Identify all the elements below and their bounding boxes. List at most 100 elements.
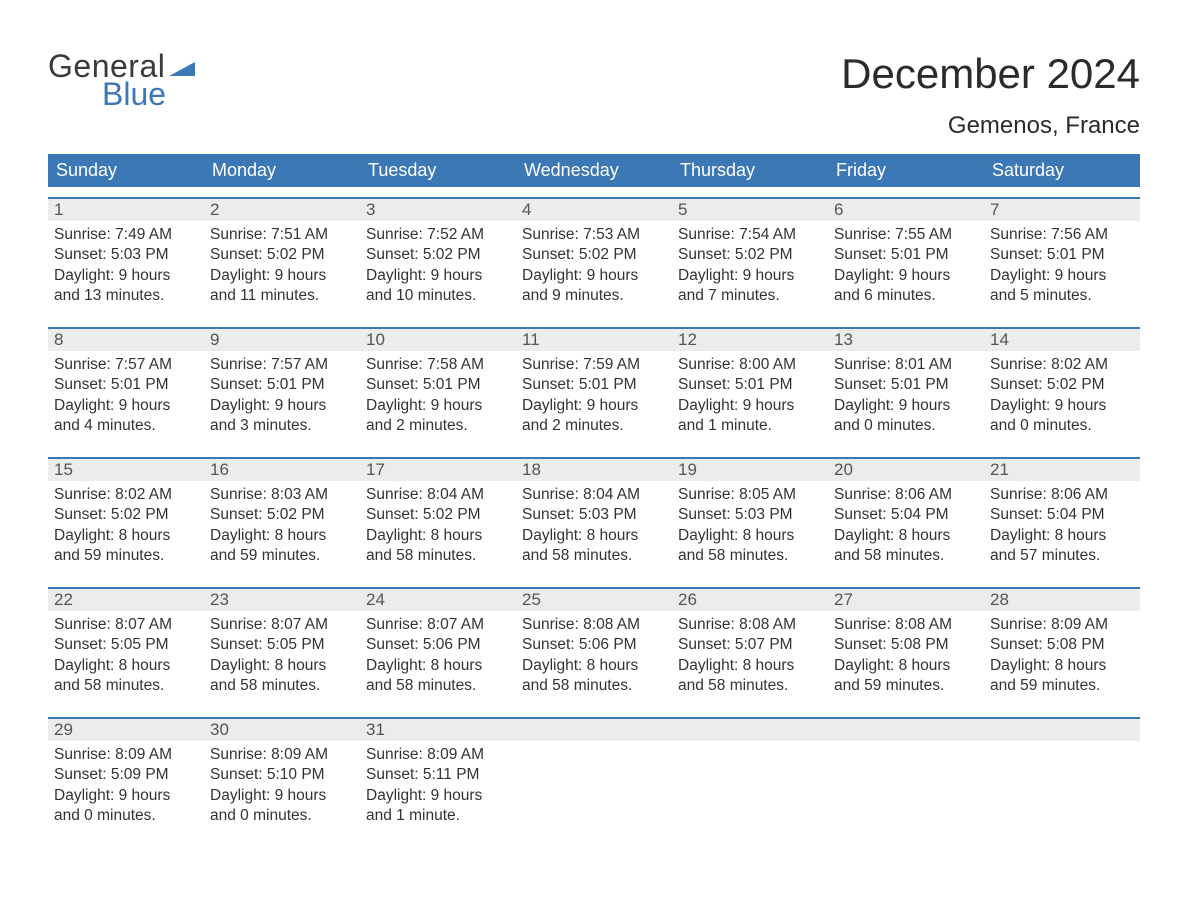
day-sunset-text: Sunset: 5:05 PM [54,635,198,655]
day-sunset-text: Sunset: 5:04 PM [834,505,978,525]
day-cell: Sunrise: 7:54 AMSunset: 5:02 PMDaylight:… [672,221,828,317]
day-day2-text: and 59 minutes. [834,676,978,696]
day-sunrise-text: Sunrise: 8:08 AM [834,615,978,635]
day-cell: Sunrise: 8:08 AMSunset: 5:07 PMDaylight:… [672,611,828,707]
day-sunset-text: Sunset: 5:01 PM [678,375,822,395]
day-sunset-text: Sunset: 5:05 PM [210,635,354,655]
day-sunset-text: Sunset: 5:02 PM [678,245,822,265]
day-sunset-text: Sunset: 5:02 PM [210,505,354,525]
day-sunrise-text: Sunrise: 7:51 AM [210,225,354,245]
day-number: 18 [516,459,672,481]
day-day2-text: and 2 minutes. [522,416,666,436]
day-day1-text: Daylight: 8 hours [678,526,822,546]
day-day1-text: Daylight: 8 hours [54,656,198,676]
day-day2-text: and 3 minutes. [210,416,354,436]
day-cell: Sunrise: 8:08 AMSunset: 5:08 PMDaylight:… [828,611,984,707]
title-block: December 2024 Gemenos, France [841,50,1140,140]
location-label: Gemenos, France [841,112,1140,140]
day-sunrise-text: Sunrise: 7:57 AM [54,355,198,375]
day-day2-text: and 0 minutes. [210,806,354,826]
week-content-row: Sunrise: 7:49 AMSunset: 5:03 PMDaylight:… [48,221,1140,317]
day-day1-text: Daylight: 9 hours [990,266,1134,286]
day-day1-text: Daylight: 9 hours [522,266,666,286]
header: General Blue December 2024 Gemenos, Fran… [48,50,1140,140]
day-sunset-text: Sunset: 5:01 PM [834,245,978,265]
day-sunrise-text: Sunrise: 8:01 AM [834,355,978,375]
day-number [828,719,984,741]
day-day2-text: and 13 minutes. [54,286,198,306]
day-sunrise-text: Sunrise: 8:04 AM [522,485,666,505]
calendar-week: 293031Sunrise: 8:09 AMSunset: 5:09 PMDay… [48,717,1140,837]
weekday-label: Tuesday [360,154,516,187]
day-day2-text: and 58 minutes. [366,676,510,696]
day-number: 20 [828,459,984,481]
day-number: 3 [360,199,516,221]
day-sunset-text: Sunset: 5:02 PM [54,505,198,525]
day-cell: Sunrise: 7:49 AMSunset: 5:03 PMDaylight:… [48,221,204,317]
weekday-label: Wednesday [516,154,672,187]
day-cell: Sunrise: 7:56 AMSunset: 5:01 PMDaylight:… [984,221,1140,317]
day-day2-text: and 0 minutes. [834,416,978,436]
day-day1-text: Daylight: 8 hours [834,656,978,676]
day-number: 14 [984,329,1140,351]
week-content-row: Sunrise: 8:02 AMSunset: 5:02 PMDaylight:… [48,481,1140,577]
day-day2-text: and 59 minutes. [990,676,1134,696]
day-cell: Sunrise: 8:08 AMSunset: 5:06 PMDaylight:… [516,611,672,707]
weekday-label: Thursday [672,154,828,187]
day-cell [828,741,984,837]
day-cell: Sunrise: 7:57 AMSunset: 5:01 PMDaylight:… [48,351,204,447]
day-number: 31 [360,719,516,741]
day-cell: Sunrise: 8:07 AMSunset: 5:05 PMDaylight:… [48,611,204,707]
day-number: 2 [204,199,360,221]
day-number: 24 [360,589,516,611]
day-sunrise-text: Sunrise: 8:04 AM [366,485,510,505]
day-number: 7 [984,199,1140,221]
day-day2-text: and 1 minute. [366,806,510,826]
day-number: 26 [672,589,828,611]
day-number: 1 [48,199,204,221]
day-day1-text: Daylight: 8 hours [990,656,1134,676]
day-day2-text: and 4 minutes. [54,416,198,436]
day-sunrise-text: Sunrise: 8:06 AM [834,485,978,505]
day-sunset-text: Sunset: 5:07 PM [678,635,822,655]
day-sunrise-text: Sunrise: 8:07 AM [210,615,354,635]
day-sunrise-text: Sunrise: 7:54 AM [678,225,822,245]
day-day2-text: and 58 minutes. [522,546,666,566]
day-cell: Sunrise: 7:59 AMSunset: 5:01 PMDaylight:… [516,351,672,447]
day-sunrise-text: Sunrise: 7:49 AM [54,225,198,245]
day-cell [672,741,828,837]
day-sunset-text: Sunset: 5:08 PM [990,635,1134,655]
day-cell: Sunrise: 8:01 AMSunset: 5:01 PMDaylight:… [828,351,984,447]
calendar-week: 22232425262728Sunrise: 8:07 AMSunset: 5:… [48,587,1140,707]
day-cell: Sunrise: 7:52 AMSunset: 5:02 PMDaylight:… [360,221,516,317]
day-sunrise-text: Sunrise: 8:07 AM [54,615,198,635]
day-number: 17 [360,459,516,481]
day-day2-text: and 57 minutes. [990,546,1134,566]
day-sunrise-text: Sunrise: 8:03 AM [210,485,354,505]
day-day1-text: Daylight: 8 hours [522,656,666,676]
day-sunset-text: Sunset: 5:06 PM [366,635,510,655]
day-cell: Sunrise: 7:58 AMSunset: 5:01 PMDaylight:… [360,351,516,447]
day-cell: Sunrise: 8:03 AMSunset: 5:02 PMDaylight:… [204,481,360,577]
day-day1-text: Daylight: 8 hours [54,526,198,546]
day-number: 5 [672,199,828,221]
day-cell: Sunrise: 7:55 AMSunset: 5:01 PMDaylight:… [828,221,984,317]
day-day1-text: Daylight: 9 hours [54,396,198,416]
day-day1-text: Daylight: 9 hours [678,266,822,286]
day-day1-text: Daylight: 9 hours [834,266,978,286]
day-sunset-text: Sunset: 5:03 PM [522,505,666,525]
day-sunset-text: Sunset: 5:10 PM [210,765,354,785]
day-sunset-text: Sunset: 5:01 PM [54,375,198,395]
day-day2-text: and 11 minutes. [210,286,354,306]
day-day1-text: Daylight: 9 hours [366,266,510,286]
day-day2-text: and 58 minutes. [678,676,822,696]
calendar-week: 15161718192021Sunrise: 8:02 AMSunset: 5:… [48,457,1140,577]
day-day2-text: and 9 minutes. [522,286,666,306]
day-day2-text: and 7 minutes. [678,286,822,306]
day-sunrise-text: Sunrise: 8:08 AM [522,615,666,635]
day-day2-text: and 0 minutes. [54,806,198,826]
day-day1-text: Daylight: 9 hours [54,266,198,286]
day-sunset-text: Sunset: 5:02 PM [366,245,510,265]
day-cell [984,741,1140,837]
calendar-week: 891011121314Sunrise: 7:57 AMSunset: 5:01… [48,327,1140,447]
